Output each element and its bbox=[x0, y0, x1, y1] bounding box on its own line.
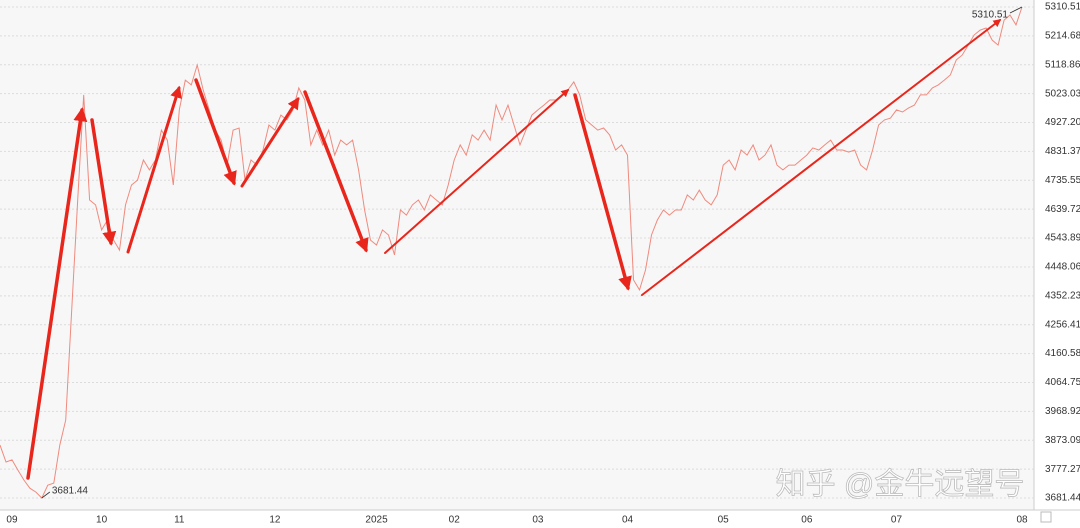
y-tick-label: 3681.44 bbox=[1045, 493, 1080, 504]
arrows bbox=[26, 19, 1002, 480]
y-tick-label: 4352.23 bbox=[1045, 290, 1080, 301]
y-tick-label: 4639.72 bbox=[1045, 204, 1080, 215]
y-tick-label: 4831.37 bbox=[1045, 146, 1080, 157]
y-tick-label: 4927.20 bbox=[1045, 117, 1080, 128]
y-tick-label: 4160.58 bbox=[1045, 348, 1080, 359]
x-tick-label: 2025 bbox=[365, 515, 388, 526]
watermark: 知乎 @金牛远望号 bbox=[776, 468, 1025, 501]
y-tick-label: 4543.89 bbox=[1045, 233, 1080, 244]
x-tick-label: 07 bbox=[891, 515, 903, 526]
min-label: 3681.44 bbox=[52, 486, 89, 497]
x-tick-label: 05 bbox=[718, 515, 730, 526]
y-tick-label: 3968.92 bbox=[1045, 406, 1080, 417]
y-tick-label: 4256.41 bbox=[1045, 319, 1080, 330]
arrow bbox=[240, 96, 300, 188]
x-tick-label: 04 bbox=[622, 515, 634, 526]
settings-icon[interactable] bbox=[1040, 511, 1052, 523]
x-tick-label: 08 bbox=[1016, 515, 1028, 526]
arrow bbox=[384, 88, 570, 254]
y-tick-label: 4064.75 bbox=[1045, 377, 1080, 388]
y-tick-label: 3873.09 bbox=[1045, 435, 1080, 446]
y-tick-label: 3777.27 bbox=[1045, 464, 1080, 475]
x-tick-label: 09 bbox=[6, 515, 18, 526]
y-tick-label: 5310.51 bbox=[1045, 2, 1080, 13]
x-tick-label: 06 bbox=[801, 515, 813, 526]
arrow bbox=[194, 78, 237, 186]
arrow bbox=[573, 93, 632, 291]
x-tick-label: 03 bbox=[532, 515, 544, 526]
line-series bbox=[0, 6, 1023, 499]
arrow bbox=[26, 107, 88, 480]
max-label: 5310.51 bbox=[972, 10, 1009, 21]
x-tick-label: 12 bbox=[269, 515, 281, 526]
y-tick-label: 5118.86 bbox=[1045, 59, 1080, 70]
arrow bbox=[126, 85, 182, 254]
min-pointer bbox=[41, 491, 51, 499]
max-pointer bbox=[1009, 6, 1023, 14]
y-tick-label: 5214.68 bbox=[1045, 31, 1080, 42]
plot-area bbox=[0, 0, 1034, 510]
plot bbox=[0, 6, 1023, 499]
y-tick-label: 5023.03 bbox=[1045, 88, 1080, 99]
arrow bbox=[303, 90, 369, 253]
arrow bbox=[641, 19, 1002, 296]
x-tick-label: 11 bbox=[174, 515, 185, 526]
x-tick-label: 10 bbox=[96, 515, 108, 526]
y-tick-label: 4448.06 bbox=[1045, 262, 1080, 273]
arrow bbox=[90, 118, 117, 246]
x-tick-label: 02 bbox=[449, 515, 461, 526]
y-tick-label: 4735.55 bbox=[1045, 175, 1080, 186]
